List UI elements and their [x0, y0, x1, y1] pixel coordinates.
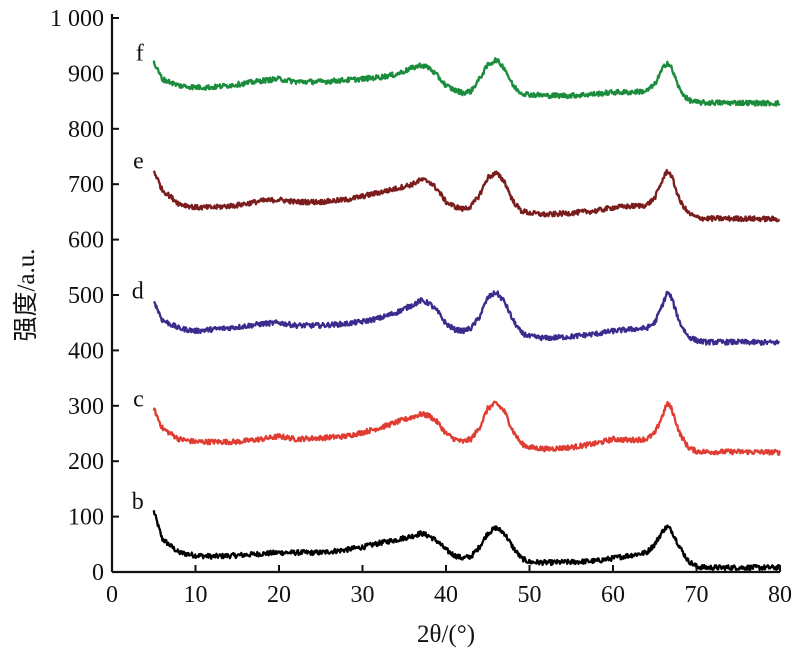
y-tick-label: 800: [68, 117, 104, 143]
y-tick-label: 700: [68, 172, 104, 198]
series-line-c: [152, 400, 781, 456]
y-tick-label: 200: [68, 449, 104, 475]
series-line-b: [152, 510, 781, 572]
y-tick-label: 600: [68, 228, 104, 254]
series-layer: b c d e f: [132, 40, 781, 572]
series-label-c: c: [133, 387, 144, 413]
series-label-e: e: [133, 148, 144, 174]
series-label-b: b: [132, 489, 144, 515]
x-axis-title: 2θ/(°): [417, 621, 475, 648]
series-label-d: d: [132, 279, 144, 305]
y-axis-title: 强度/a.u.: [12, 248, 40, 341]
y-tick-label: 900: [68, 61, 104, 87]
x-tick-label: 40: [434, 582, 458, 608]
x-tick-label: 70: [685, 582, 709, 608]
y-tick-label: 1 000: [50, 6, 104, 32]
y-tick-label: 300: [68, 394, 104, 420]
x-tick-label: 30: [351, 582, 375, 608]
x-tick-label: 50: [518, 582, 542, 608]
series-label-f: f: [136, 40, 144, 66]
y-tick-label: 500: [68, 283, 104, 309]
series-line-d: [152, 290, 781, 346]
x-tick-label: 60: [601, 582, 625, 608]
x-tick-label: 0: [106, 582, 118, 608]
x-tick-label: 20: [267, 582, 291, 608]
y-tick-label: 0: [92, 560, 104, 586]
x-tick-label: 10: [184, 582, 208, 608]
tick-layer: 0 10 20 30 40 50 60 70 8001002003004005006007008…: [50, 6, 792, 608]
series-line-f: [152, 57, 781, 107]
x-tick-label: 80: [768, 582, 792, 608]
axes: [110, 14, 780, 574]
y-tick-label: 100: [68, 505, 104, 531]
series-line-e: [152, 168, 781, 223]
y-tick-label: 400: [68, 338, 104, 364]
